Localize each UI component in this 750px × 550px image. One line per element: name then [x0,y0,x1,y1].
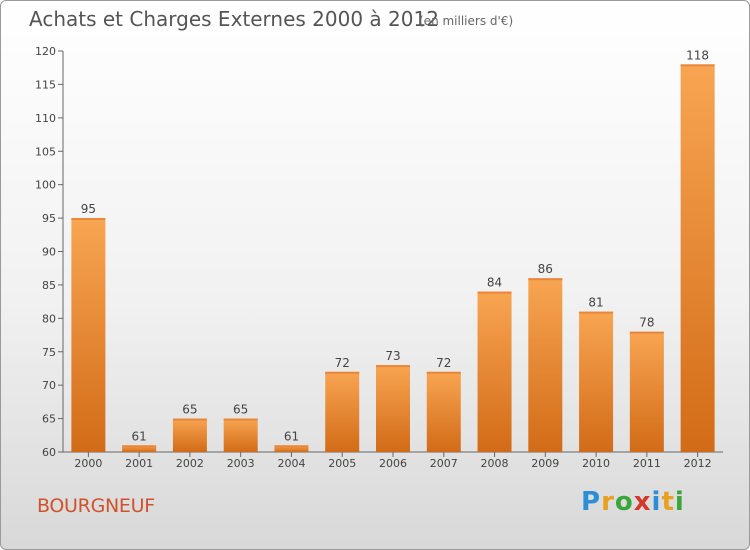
bar-top-edge [71,218,106,221]
bar-2005 [325,371,360,452]
bar-top-edge [528,278,563,281]
bar-top-edge [172,418,207,421]
location-label: BOURGNEUF [37,495,155,517]
x-tick-label-2007: 2007 [430,457,458,470]
value-label-2011: 78 [639,316,654,330]
bar-2003 [223,418,258,452]
bar-top-edge [274,445,309,448]
x-tick-label-2005: 2005 [328,457,356,470]
bar-top-edge [680,64,715,67]
value-label-2003: 65 [233,403,248,417]
bar-2012 [680,64,715,452]
labels-group: 95 2000 61 2001 65 2002 65 2003 61 2004 72 2005 73 20… [74,48,711,470]
bar-2008 [477,291,512,452]
y-tick-label: 90 [42,246,56,259]
bar-top-edge [122,445,157,448]
y-tick-label: 85 [42,279,56,292]
bar-2002 [172,418,207,452]
y-tick-label: 100 [35,179,56,192]
y-tick-label: 80 [42,312,56,325]
value-label-2006: 73 [385,349,400,363]
value-label-2008: 84 [487,276,502,290]
value-label-2000: 95 [81,202,96,216]
x-tick-label-2009: 2009 [531,457,559,470]
y-tick-label: 65 [42,413,56,426]
y-tick-label: 115 [35,78,56,91]
value-label-2009: 86 [538,262,553,276]
y-tick-label: 95 [42,212,56,225]
bar-2001 [122,445,157,452]
value-label-2007: 72 [436,356,451,370]
chart-title: Achats et Charges Externes 2000 à 2012 [29,7,439,31]
x-tick-label-2001: 2001 [125,457,153,470]
bar-2007 [426,371,461,452]
value-label-2001: 61 [132,429,147,443]
y-tick-label: 120 [35,45,56,58]
bar-top-edge [325,371,360,374]
x-tick-label-2003: 2003 [227,457,255,470]
bars-group [71,64,715,452]
bar-top-edge [426,371,461,374]
value-label-2005: 72 [335,356,350,370]
value-label-2012: 118 [686,48,709,62]
bar-2006 [376,365,410,452]
x-tick-label-2006: 2006 [379,457,407,470]
y-tick-label: 60 [42,446,56,459]
axes: 60 65 70 75 80 85 90 95 100 105 110 115 120 [35,45,723,459]
bar-top-edge [477,291,512,294]
bar-top-edge [579,311,614,314]
value-label-2002: 65 [182,403,197,417]
x-tick-label-2011: 2011 [633,457,661,470]
bar-2010 [579,311,614,452]
x-tick-label-2004: 2004 [277,457,305,470]
bar-top-edge [376,365,410,368]
x-tick-label-2008: 2008 [481,457,509,470]
bar-top-edge [223,418,258,421]
bar-top-edge [629,331,664,334]
x-tick-label-2012: 2012 [684,457,712,470]
value-label-2004: 61 [284,429,299,443]
bar-2000 [71,218,106,452]
y-tick-label: 70 [42,379,56,392]
y-tick-label: 110 [35,112,56,125]
x-tick-label-2010: 2010 [582,457,610,470]
bar-2009 [528,278,563,452]
y-tick-label: 105 [35,145,56,158]
value-label-2010: 81 [588,296,603,310]
y-tick-label: 75 [42,346,56,359]
x-tick-label-2002: 2002 [176,457,204,470]
proxiti-logo: Proxiti [581,487,685,517]
bar-2011 [629,331,664,452]
bar-2004 [274,445,309,452]
chart-subtitle: (en milliers d'€) [419,14,514,28]
x-tick-label-2000: 2000 [74,457,102,470]
